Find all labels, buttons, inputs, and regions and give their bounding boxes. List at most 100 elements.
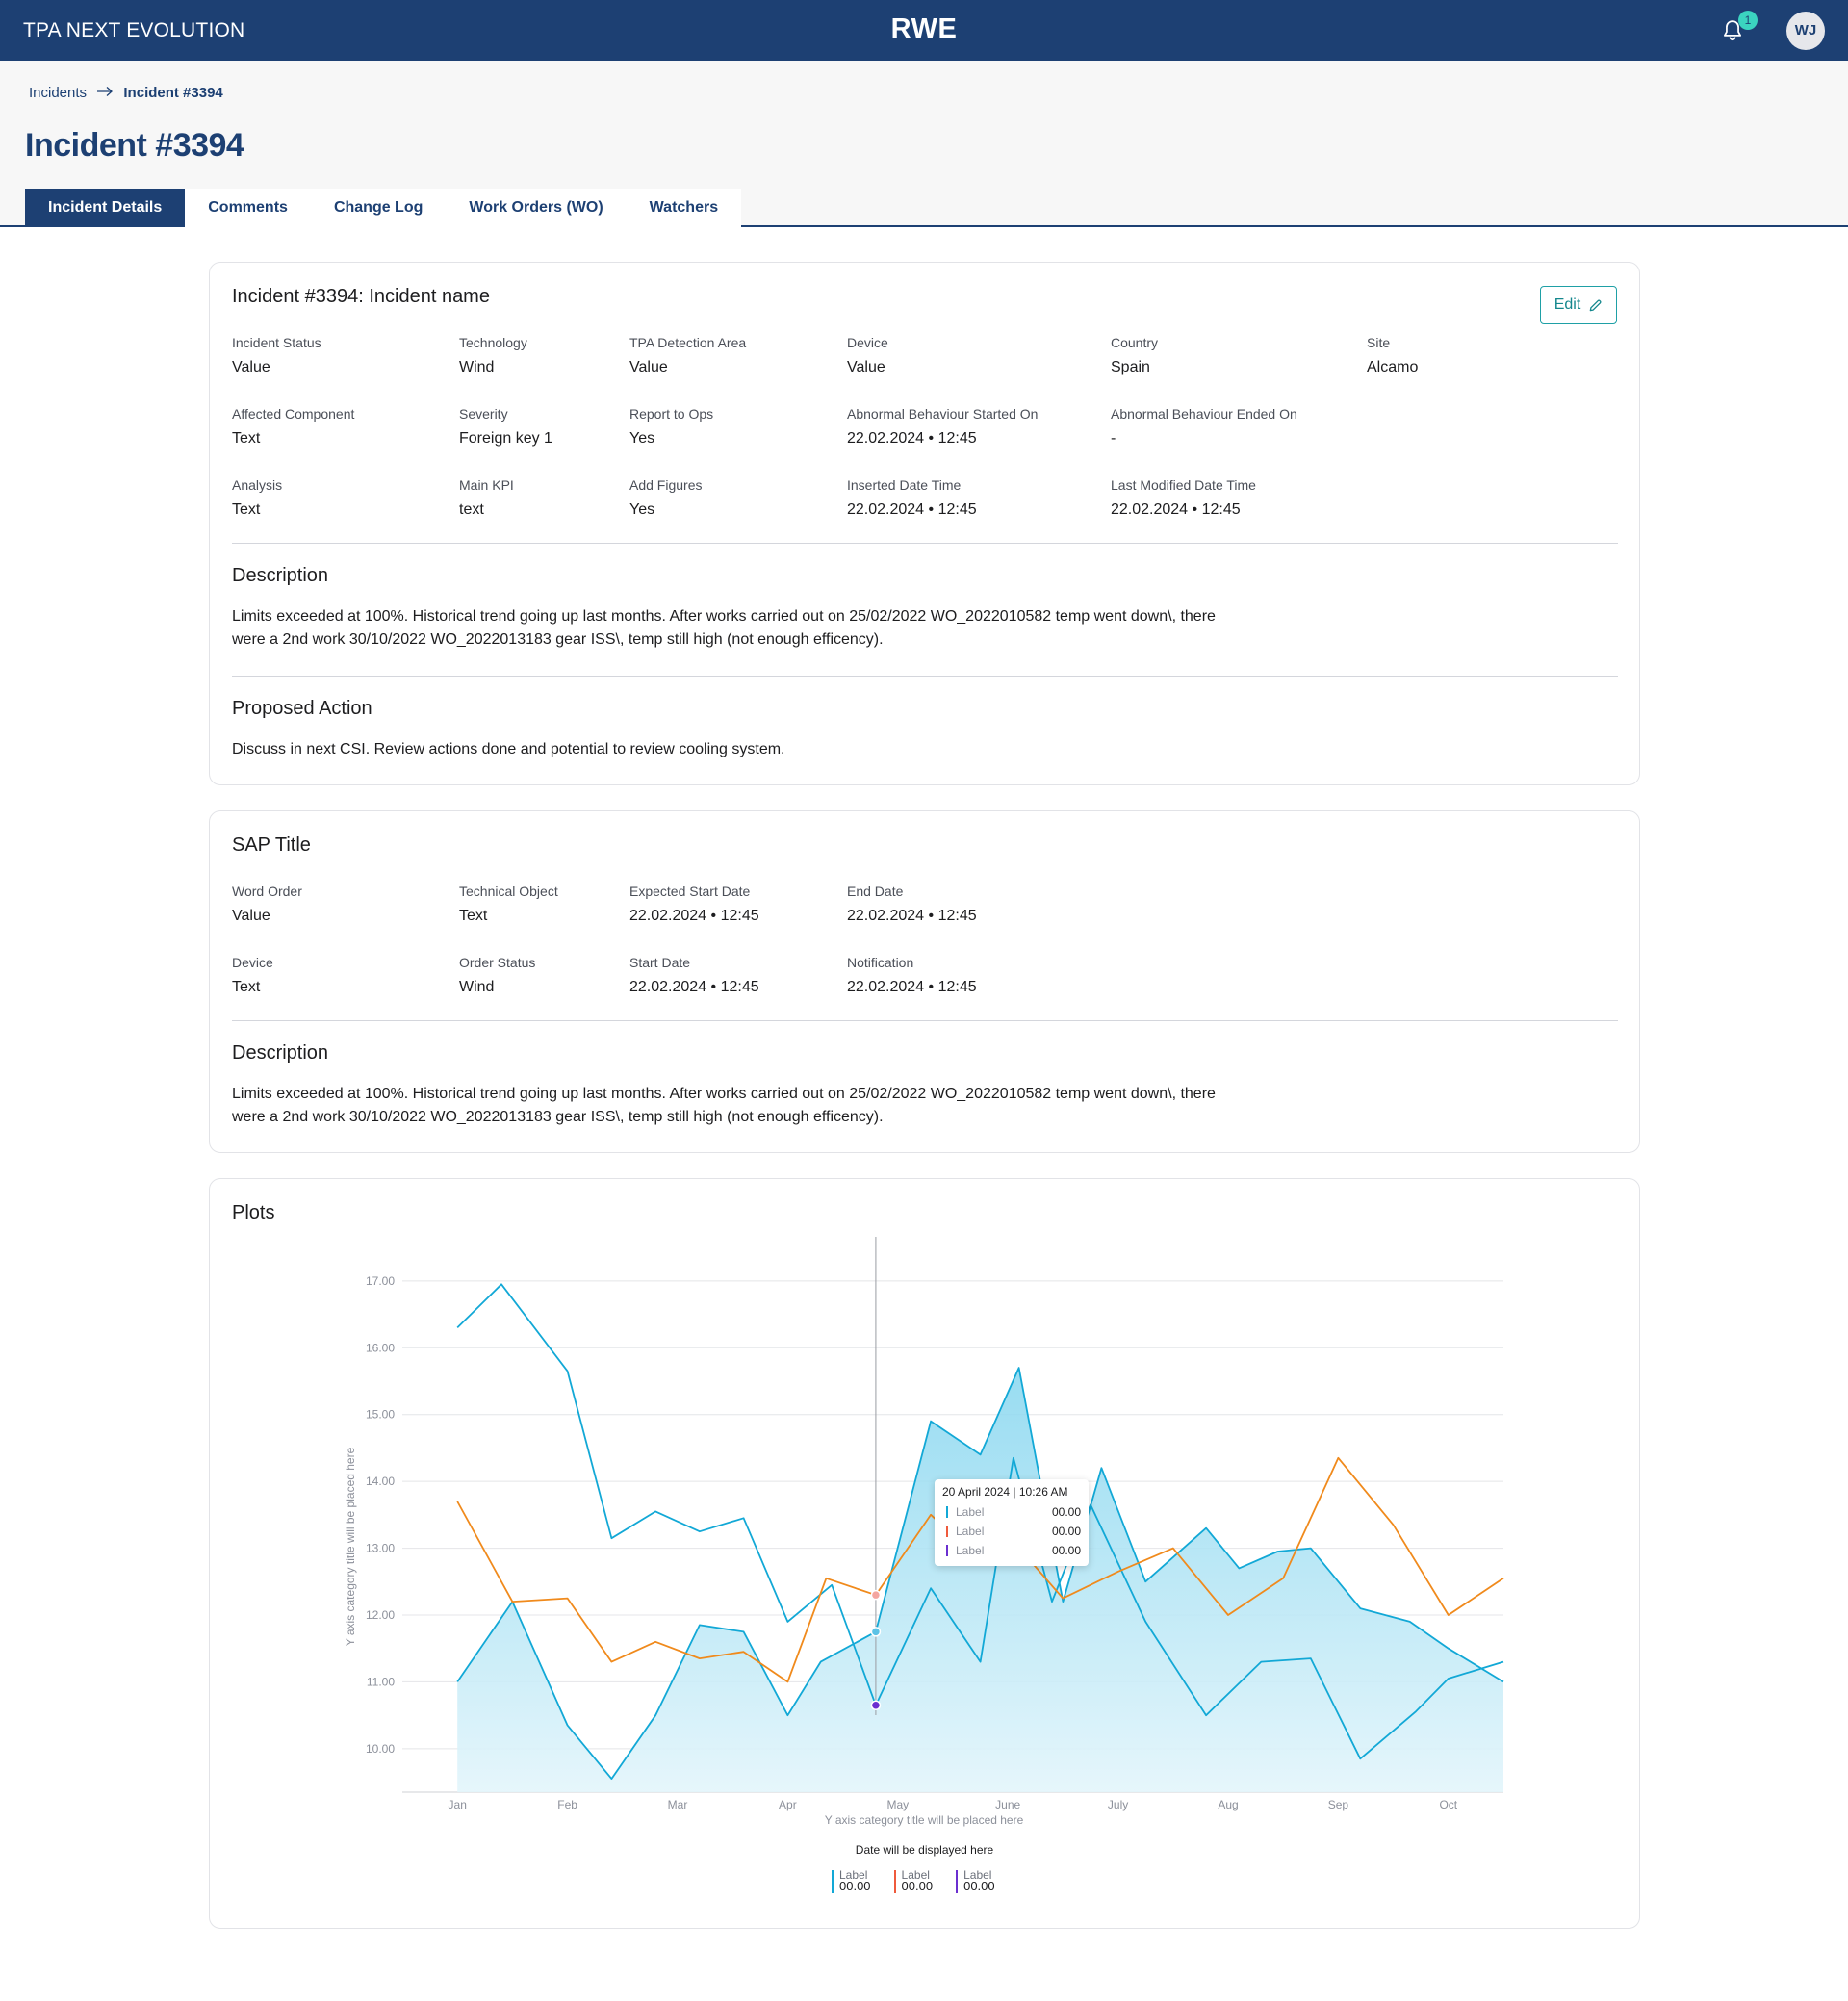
field-abnormal-ended: Abnormal Behaviour Ended On - [1111,406,1297,448]
field-technology: Technology Wind [459,335,527,376]
breadcrumb: Incidents Incident #3394 [29,85,223,101]
rwe-logo: RWE [890,13,958,44]
plots-title: Plots [232,1202,275,1223]
sap-description-text: Limits exceeded at 100%. Historical tren… [232,1086,1216,1125]
tab-comments[interactable]: Comments [208,199,288,216]
avatar[interactable]: WJ [1786,12,1825,50]
tab-work-orders[interactable]: Work Orders (WO) [469,199,603,216]
field-value: Alcamo [1367,359,1419,375]
field-order-status: Order Status Wind [459,955,535,996]
field-main-kpi: Main KPI text [459,477,514,519]
field-expected-start-date: Expected Start Date 22.02.2024 • 12:45 [629,884,759,925]
description-title: Description [232,565,329,586]
field-value: Wind [459,359,495,375]
field-label: Affected Component [232,406,355,422]
tooltip-swatch [946,1545,948,1556]
field-label: End Date [847,884,904,899]
field-label: Start Date [629,955,691,970]
field-label: Site [1367,335,1391,350]
field-label: Expected Start Date [629,884,751,899]
field-label: TPA Detection Area [629,335,747,350]
field-label: Incident Status [232,335,321,350]
field-value: Text [232,501,261,518]
field-value: text [459,501,484,518]
pencil-icon [1589,299,1602,311]
field-word-order: Word Order Value [232,884,302,925]
tooltip-row: Label 00.00 [942,1502,1081,1522]
divider [232,1020,1618,1021]
breadcrumb-current: Incident #3394 [123,85,223,101]
tooltip-swatch [946,1526,948,1537]
incident-title: Incident #3394: Incident name [232,286,490,307]
field-value: Value [629,359,668,375]
field-value: 22.02.2024 • 12:45 [629,979,759,995]
field-end-date: End Date 22.02.2024 • 12:45 [847,884,977,925]
tooltip-label: Label [956,1525,985,1538]
edit-button[interactable]: Edit [1540,286,1617,324]
tooltip-value: 00.00 [1051,1544,1081,1557]
legend-item: Label 00.00 [956,1868,995,1893]
field-notification: Notification 22.02.2024 • 12:45 [847,955,977,996]
legend-value: 00.00 [839,1879,871,1893]
field-value: 22.02.2024 • 12:45 [629,908,759,924]
field-value: 22.02.2024 • 12:45 [847,979,977,995]
field-label: Abnormal Behaviour Started On [847,406,1039,422]
tab-watchers[interactable]: Watchers [649,199,719,216]
top-bar: TPA NEXT EVOLUTION RWE 1 WJ [0,0,1848,61]
field-country: Country Spain [1111,335,1158,376]
field-label: Order Status [459,955,536,970]
field-value: Text [459,908,488,924]
field-add-figures: Add Figures Yes [629,477,702,519]
plots-card: Plots [209,1178,1640,1929]
field-value: 22.02.2024 • 12:45 [1111,501,1241,518]
edit-button-label: Edit [1553,296,1581,313]
field-label: Report to Ops [629,406,714,422]
breadcrumb-incidents-link[interactable]: Incidents [29,85,88,101]
field-label: Notification [847,955,914,970]
tab-incident-details[interactable]: Incident Details [25,189,186,227]
legend-value: 00.00 [963,1879,995,1893]
legend-swatch [893,1870,896,1893]
field-last-modified: Last Modified Date Time 22.02.2024 • 12:4… [1111,477,1256,519]
field-incident-status: Incident Status Value [232,335,321,376]
field-value: 22.02.2024 • 12:45 [847,908,977,924]
sap-title: SAP Title [232,834,311,856]
field-label: Country [1111,335,1159,350]
field-report-to-ops: Report to Ops Yes [629,406,713,448]
field-value: Value [847,359,886,375]
divider [232,676,1618,677]
tooltip-value: 00.00 [1051,1525,1081,1538]
field-start-date: Start Date 22.02.2024 • 12:45 [629,955,759,996]
page-title: Incident #3394 [25,127,244,164]
field-label: Main KPI [459,477,514,493]
field-abnormal-started: Abnormal Behaviour Started On 22.02.2024 … [847,406,1038,448]
field-value: 22.02.2024 • 12:45 [847,501,977,518]
field-site: Site Alcamo [1367,335,1418,376]
incident-details-card: Incident #3394: Incident name Edit Incid… [209,262,1640,785]
field-label: Word Order [232,884,302,899]
field-value: Value [232,359,270,375]
field-label: Technology [459,335,527,350]
legend-label: Label [963,1868,992,1882]
divider [232,543,1618,544]
field-device: Device Value [847,335,888,376]
tooltip-row: Label 00.00 [942,1541,1081,1560]
tooltip-swatch [946,1506,948,1518]
field-affected-component: Affected Component Text [232,406,354,448]
tab-change-log[interactable]: Change Log [333,199,424,216]
field-value: - [1111,430,1116,447]
tooltip-label: Label [956,1544,985,1557]
field-value: Yes [629,501,655,518]
field-label: Inserted Date Time [847,477,962,493]
field-value: 22.02.2024 • 12:45 [847,430,977,447]
field-severity: Severity Foreign key 1 [459,406,552,448]
bell-icon[interactable] [1719,17,1746,44]
legend-item: Label 00.00 [832,1869,871,1893]
arrow-right-icon [96,85,114,101]
field-label: Technical Object [459,884,558,899]
field-value: Yes [629,430,655,447]
description-text: Limits exceeded at 100%. Historical tren… [232,608,1216,648]
app-title: TPA NEXT EVOLUTION [23,19,245,41]
legend-item: Label 00.00 [893,1869,933,1893]
field-value: Foreign key 1 [459,430,552,447]
